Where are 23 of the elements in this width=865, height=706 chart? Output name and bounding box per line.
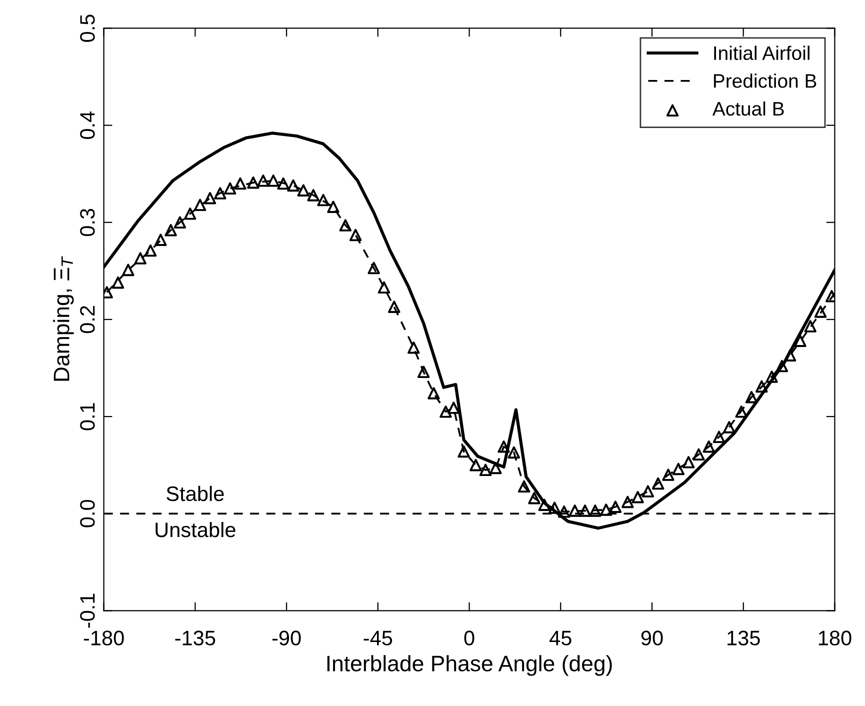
x-tick-label: 180: [818, 630, 852, 646]
x-tick-label: 45: [550, 630, 572, 646]
annotation: Unstable: [156, 522, 236, 538]
x-tick-label: 0: [464, 630, 474, 646]
y-tick-label: 0.0: [80, 500, 95, 528]
y-tick-label: 0.5: [80, 14, 95, 42]
y-tick-label: 0.1: [80, 403, 95, 430]
x-tick-label: -45: [364, 630, 392, 646]
y-tick-label: 0.3: [80, 208, 95, 236]
y-tick-label: 0.2: [80, 306, 95, 334]
legend-label: Actual B: [712, 101, 784, 116]
y-axis-title: Damping, Ξ$_{T}$: [53, 256, 74, 381]
legend-label: Prediction B: [714, 74, 816, 88]
x-tick-label: -90: [272, 630, 301, 646]
annotation: Stable: [166, 486, 224, 502]
x-tick-label: 135: [728, 630, 760, 646]
x-axis-title: Interblade Phase Angle (deg): [327, 655, 612, 676]
y-tick-label: -0.1: [80, 594, 95, 628]
y-tick-label: 0.4: [80, 111, 95, 139]
x-tick-label: 90: [641, 630, 663, 646]
legend-label: Initial Airfoil: [714, 46, 810, 60]
x-tick-label: -135: [175, 630, 216, 646]
x-tick-label: -180: [84, 630, 124, 646]
